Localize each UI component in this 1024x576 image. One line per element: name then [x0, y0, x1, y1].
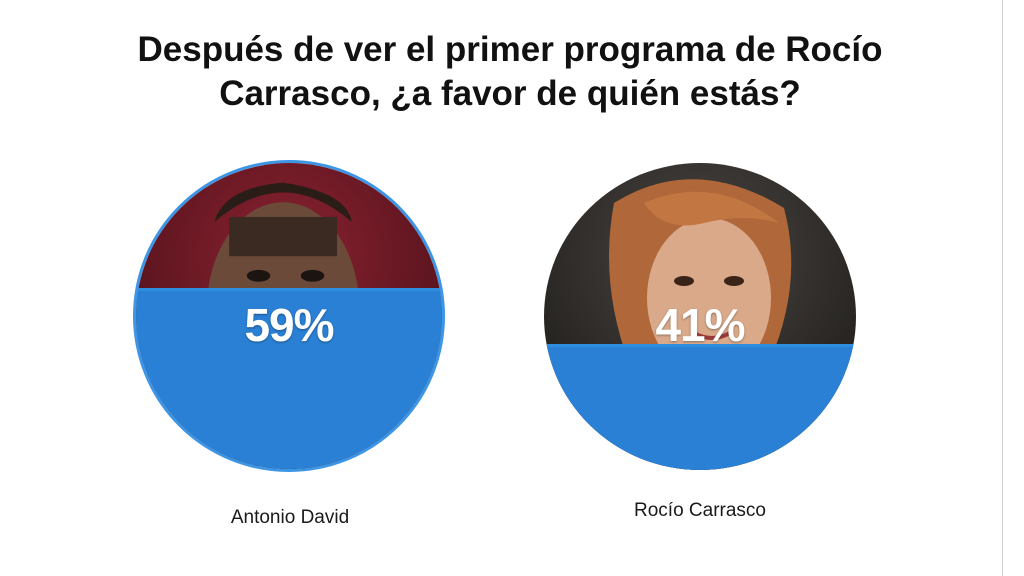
option-name: Rocío Carrasco: [634, 500, 766, 521]
vote-percentage: 41%: [655, 299, 745, 351]
vote-fill-bar: [544, 344, 856, 470]
poll-option-antonio-david[interactable]: 59% Antonio David: [130, 160, 450, 540]
vote-fill-bar: [136, 288, 442, 469]
page-divider: [1002, 0, 1003, 576]
poll-question: Después de ver el primer programa de Roc…: [137, 30, 883, 113]
vote-circle-antonio-david[interactable]: 59%: [133, 160, 445, 472]
vote-circle-rocio-carrasco[interactable]: 41%: [544, 163, 856, 470]
vote-percentage: 59%: [244, 299, 334, 351]
poll-option-rocio-carrasco[interactable]: 41% Rocío Carrasco: [540, 160, 860, 540]
option-name: Antonio David: [230, 507, 350, 528]
